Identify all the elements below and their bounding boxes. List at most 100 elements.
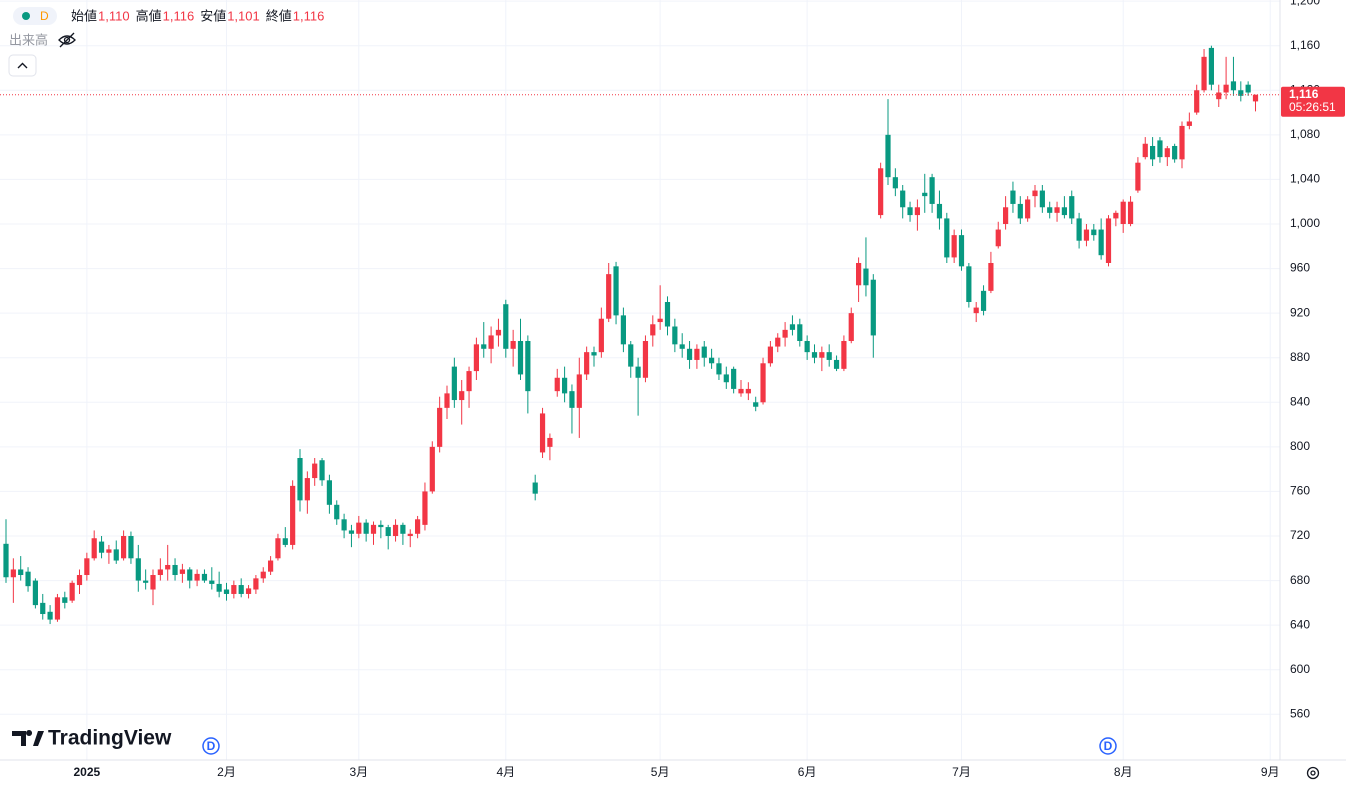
candle-body bbox=[18, 569, 24, 576]
candle-body bbox=[539, 413, 546, 453]
candle-body bbox=[503, 304, 509, 349]
candle-body bbox=[628, 344, 634, 367]
y-tick-label: 960 bbox=[1290, 261, 1310, 275]
y-tick-label: 640 bbox=[1290, 617, 1310, 631]
candle-body bbox=[973, 307, 979, 314]
grid bbox=[0, 0, 1280, 760]
status-pill[interactable] bbox=[13, 7, 57, 25]
candle-body bbox=[415, 519, 421, 534]
candle-body bbox=[187, 569, 193, 581]
candle-body bbox=[370, 524, 377, 534]
legend-name: 終値 bbox=[266, 8, 292, 23]
candle-body bbox=[1105, 218, 1112, 263]
event-marker bbox=[202, 737, 220, 755]
candle-body bbox=[297, 458, 303, 501]
candle-body bbox=[863, 268, 869, 286]
candle-body bbox=[620, 315, 626, 345]
candle-body bbox=[106, 549, 112, 553]
candle-body bbox=[1091, 229, 1097, 236]
candle-body bbox=[1179, 125, 1185, 160]
candle-body bbox=[738, 388, 744, 394]
candle-body bbox=[562, 377, 568, 394]
candle-body bbox=[209, 580, 215, 584]
y-tick-label: 560 bbox=[1290, 706, 1310, 720]
candle-body bbox=[1252, 94, 1259, 102]
candle-body bbox=[437, 407, 443, 447]
candle-body bbox=[121, 536, 127, 559]
x-tick-label: 3月 bbox=[349, 765, 368, 779]
candle-body bbox=[1076, 218, 1082, 241]
y-tick-label: 1,000 bbox=[1290, 216, 1320, 230]
candle-body bbox=[488, 335, 494, 349]
candle-body bbox=[1061, 207, 1067, 216]
x-tick-label: 4月 bbox=[496, 765, 515, 779]
candle-body bbox=[348, 530, 355, 534]
candle-body bbox=[686, 348, 693, 360]
candle-body bbox=[1230, 81, 1237, 91]
candle-body bbox=[290, 485, 296, 545]
x-tick-label: 7月 bbox=[952, 765, 971, 779]
candle-body bbox=[378, 524, 384, 528]
x-tick-label: 9月 bbox=[1261, 765, 1280, 779]
candle-body bbox=[789, 324, 796, 330]
candle-body bbox=[1157, 140, 1163, 158]
candle-body bbox=[679, 344, 685, 349]
volume-label: 出来高 bbox=[9, 32, 48, 47]
y-tick-label: 1,200 bbox=[1290, 0, 1320, 7]
candle-body bbox=[576, 374, 582, 408]
candle-body bbox=[1216, 92, 1222, 100]
y-tick-label: 880 bbox=[1290, 350, 1310, 364]
candle-body bbox=[716, 363, 722, 375]
collapse-button[interactable] bbox=[8, 54, 37, 77]
candle-body bbox=[253, 578, 259, 590]
candle-body bbox=[451, 366, 457, 401]
candle-body bbox=[995, 229, 1001, 247]
candle-body bbox=[892, 177, 898, 189]
candle-body bbox=[481, 344, 487, 349]
candle-body bbox=[319, 460, 325, 481]
candle-body bbox=[231, 585, 237, 594]
candle-body bbox=[1150, 145, 1156, 160]
candle-body bbox=[1127, 201, 1134, 224]
candle-body bbox=[466, 371, 472, 392]
candle-body bbox=[385, 527, 391, 537]
candle-body bbox=[40, 602, 46, 615]
candle-body bbox=[958, 235, 965, 267]
y-tick-label: 680 bbox=[1290, 573, 1310, 587]
candle-body bbox=[819, 352, 825, 358]
candle-body bbox=[1003, 207, 1009, 224]
candle-body bbox=[606, 274, 612, 319]
candle-body bbox=[841, 340, 847, 369]
candle-body bbox=[165, 564, 171, 570]
candle-body bbox=[495, 329, 502, 336]
candle-body bbox=[312, 463, 318, 479]
candle-body bbox=[422, 491, 428, 525]
x-tick-label: 6月 bbox=[798, 765, 817, 779]
candle-body bbox=[143, 580, 149, 583]
candle-body bbox=[341, 519, 347, 531]
candle-body bbox=[32, 580, 38, 606]
legend-value: 1,116 bbox=[293, 8, 325, 23]
candle-body bbox=[672, 326, 678, 345]
y-tick-label: 1,080 bbox=[1290, 127, 1320, 141]
last-price-label: 1,116 bbox=[1289, 87, 1319, 101]
y-tick-label: 800 bbox=[1290, 439, 1310, 453]
candle-body bbox=[54, 597, 61, 620]
candle-body bbox=[723, 374, 729, 383]
candle-body bbox=[745, 388, 751, 394]
candle-body bbox=[1039, 190, 1045, 208]
candle-body bbox=[547, 437, 553, 447]
candle-body bbox=[62, 597, 68, 603]
legend-value: 1,116 bbox=[163, 8, 195, 23]
candle-body bbox=[76, 575, 83, 586]
settings-icon[interactable] bbox=[1306, 766, 1320, 780]
candle-body bbox=[517, 340, 524, 375]
candle-body bbox=[1047, 207, 1053, 213]
candle-body bbox=[554, 377, 560, 392]
candle-body bbox=[885, 134, 891, 178]
candle-body bbox=[172, 564, 178, 576]
candle-body bbox=[701, 346, 707, 358]
candle-body bbox=[650, 324, 656, 336]
eye-off-icon[interactable] bbox=[58, 32, 76, 48]
candle-body bbox=[268, 560, 274, 572]
